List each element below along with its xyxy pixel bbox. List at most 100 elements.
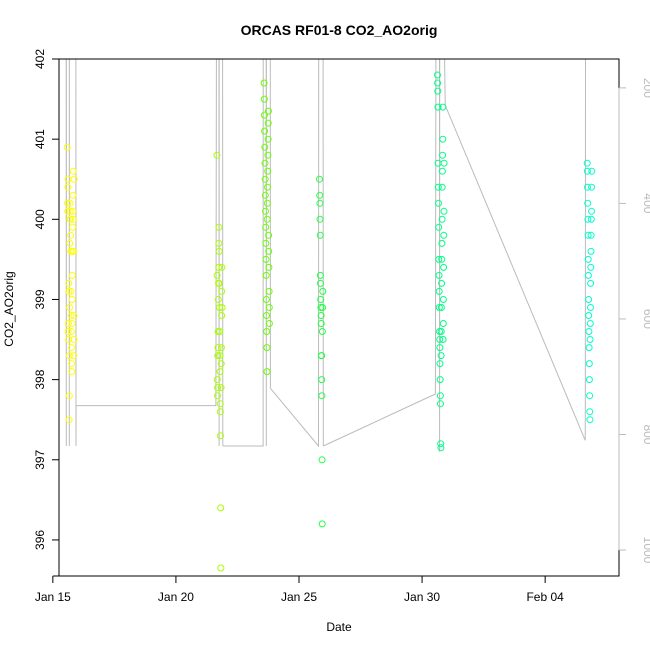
data-point [317,296,325,303]
data-point [317,320,325,327]
data-point [217,360,225,368]
data-point [67,328,75,335]
data-point [437,304,445,311]
data-point [214,296,222,303]
data-point [63,143,71,151]
data-point [66,239,74,247]
data-point [584,183,591,191]
data-point [218,304,226,311]
data-point [316,191,324,199]
data-point [585,312,593,319]
data-point [318,456,326,464]
y2-tick-label: 1000 [641,537,650,564]
data-point [65,392,73,400]
data-point [316,199,324,207]
data-point [263,215,271,223]
data-point [217,384,225,392]
data-point [436,360,444,368]
y-axis-label: CO2_AO2orig [2,271,16,346]
altitude-line-2 [76,58,224,447]
data-point [214,392,221,400]
y-tick-label: 399 [33,289,47,309]
y-tick-label: 396 [33,530,47,550]
data-point [64,183,72,191]
data-point [70,312,78,319]
data-point [263,312,270,319]
data-point [585,376,593,384]
data-point [263,344,271,352]
data-point [261,159,269,167]
data-point [67,312,75,319]
data-point [585,328,593,335]
data-point [318,376,326,384]
data-point [262,271,270,279]
data-point [68,320,76,327]
data-point [216,368,224,376]
data-point [261,127,269,135]
data-point [264,119,272,127]
data-point [437,352,445,360]
data-point [68,360,76,368]
data-point [265,287,273,295]
data-point [318,352,326,360]
data-point [319,304,327,311]
data-point [440,207,448,215]
altitude-line-1 [65,58,77,447]
data-point [216,304,223,311]
data-point [216,328,224,335]
data-point [217,564,225,572]
data-point [260,79,268,87]
data-point [585,344,593,352]
data-point [216,400,224,408]
x-tick-label: Jan 20 [158,590,194,604]
y2-tick-label: 600 [641,309,650,329]
data-point [213,151,221,159]
data-point [438,215,446,223]
data-point [584,271,592,279]
data-point [584,231,592,239]
data-point [435,199,442,207]
data-point [64,328,72,335]
data-point [440,263,448,271]
data-point [439,135,447,143]
data-point [587,231,595,239]
y2-tick-label: 800 [641,424,650,444]
data-point [213,376,221,384]
y-tick-label: 400 [33,209,47,229]
data-point [261,175,269,183]
y-tick-label: 402 [33,49,47,69]
data-point [586,416,594,424]
data-point [434,87,442,95]
data-point [68,271,76,279]
data-point [67,215,74,223]
data-point [437,440,445,448]
data-point [317,279,324,287]
data-point [434,103,442,111]
data-point [68,368,76,376]
data-point [215,263,223,271]
data-point [588,167,596,175]
data-point [586,336,594,343]
data-point [316,271,324,279]
plot-frame [58,58,620,577]
data-point [214,352,222,360]
data-point [586,320,594,327]
data-point [440,231,448,239]
data-point [434,183,442,191]
data-point [216,352,224,360]
data-point [583,167,591,175]
data-point [218,287,226,295]
data-point [64,207,72,215]
y-tick-label: 398 [33,369,47,389]
data-point [439,296,447,303]
data-point [317,312,325,319]
data-point [215,239,223,247]
data-point [69,207,77,215]
data-point [439,320,447,327]
altitude-line-6 [444,58,593,441]
y2-tick-label: 200 [641,78,650,98]
data-point [435,304,443,311]
data-point [588,183,596,191]
data-point [586,408,594,416]
data-point [265,263,273,271]
